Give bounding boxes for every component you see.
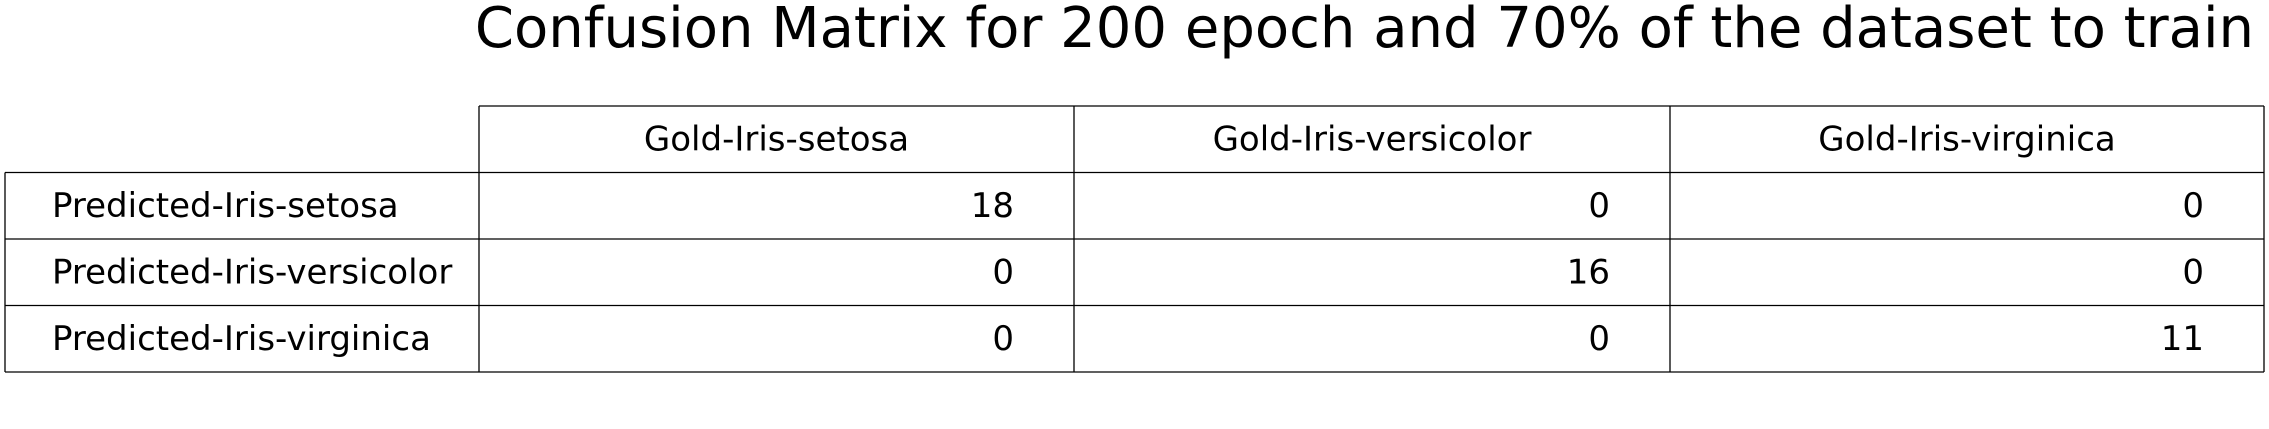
matrix-cell-value: 18 <box>971 186 1014 226</box>
column-header: Gold-Iris-versicolor <box>1213 119 1532 159</box>
column-header: Gold-Iris-setosa <box>644 119 909 159</box>
matrix-cell-value: 11 <box>2161 319 2204 359</box>
table-grid <box>4 105 2265 373</box>
table-cells: Gold-Iris-setosa Gold-Iris-versicolor Gold… <box>52 119 2204 359</box>
matrix-cell-value: 0 <box>992 319 1014 359</box>
matrix-cell-value: 0 <box>2182 186 2204 226</box>
matrix-cell-value: 0 <box>2182 252 2204 292</box>
row-header: Predicted-Iris-setosa <box>52 186 399 226</box>
column-header: Gold-Iris-virginica <box>1818 119 2115 159</box>
row-header: Predicted-Iris-virginica <box>52 319 431 359</box>
matrix-cell-value: 0 <box>1588 319 1610 359</box>
matrix-cell-value: 16 <box>1567 252 1610 292</box>
row-header: Predicted-Iris-versicolor <box>52 252 452 292</box>
chart-title: Confusion Matrix for 200 epoch and 70% o… <box>475 0 2254 61</box>
matrix-cell-value: 0 <box>992 252 1014 292</box>
matrix-cell-value: 0 <box>1588 186 1610 226</box>
